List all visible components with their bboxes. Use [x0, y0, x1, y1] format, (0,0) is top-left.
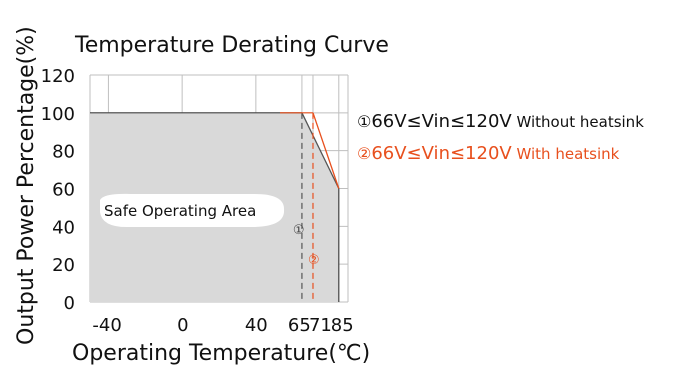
chart-title: Temperature Derating Curve: [74, 33, 389, 58]
y-axis-label: Output Power Percentage(%): [14, 26, 39, 345]
x-tick-0: 0: [177, 315, 188, 336]
region-label-bubble: [100, 193, 285, 228]
curve-1-marker: ①: [293, 223, 305, 238]
curve-2-marker: ②: [308, 253, 320, 268]
y-tick-40: 40: [52, 217, 75, 238]
curve-1-slope: [301, 112, 340, 189]
legend-1-marker: ①: [357, 112, 371, 131]
region-label-group: Safe Operating Area: [100, 193, 285, 228]
y-tick-120: 120: [41, 66, 75, 87]
x-tick-71: 71: [309, 315, 332, 336]
y-tick-100: 100: [41, 104, 75, 125]
derating-lines: [90, 112, 340, 302]
legend-1-range: 66V≤Vin≤120V: [371, 111, 512, 132]
legend-1-desc: Without heatsink: [512, 113, 644, 131]
y-tick-60: 60: [52, 180, 75, 201]
region-label: Safe Operating Area: [104, 202, 256, 220]
x-tick-40: 40: [245, 315, 268, 336]
legend-entry-1: ①66V≤Vin≤120V Without heatsink: [357, 111, 644, 132]
legend-2-desc: With heatsink: [512, 145, 620, 163]
legend: ①66V≤Vin≤120V Without heatsink ②66V≤Vin≤…: [357, 111, 644, 164]
y-tick-20: 20: [52, 255, 75, 276]
x-axis-label: Operating Temperature(℃): [72, 341, 370, 366]
x-tick-65: 65: [288, 315, 311, 336]
x-tick--40: -40: [92, 315, 121, 336]
legend-entry-2: ②66V≤Vin≤120V With heatsink: [357, 143, 620, 164]
legend-2-marker: ②: [357, 144, 371, 163]
legend-2-range: 66V≤Vin≤120V: [371, 143, 512, 164]
y-tick-80: 80: [52, 142, 75, 163]
y-tick-0: 0: [64, 293, 75, 314]
curve-2-slope: [312, 112, 340, 189]
x-tick-85: 85: [331, 315, 354, 336]
